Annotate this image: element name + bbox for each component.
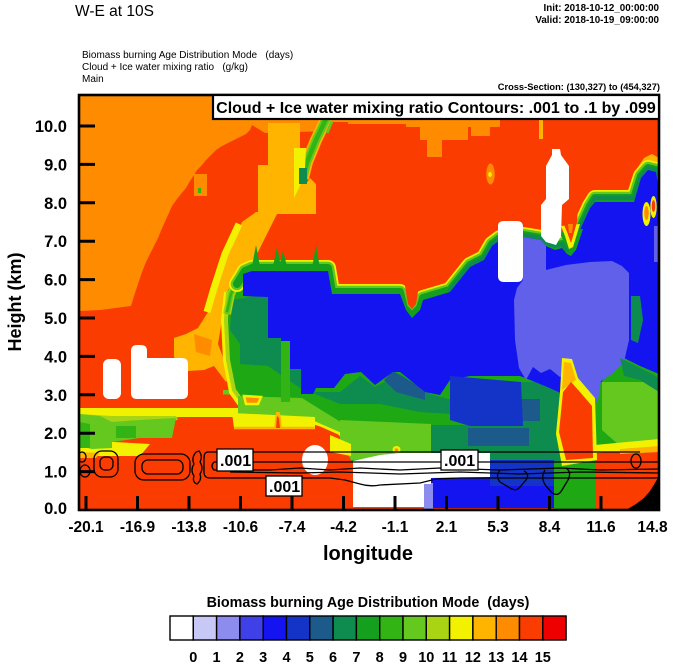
svg-text:8.0: 8.0 xyxy=(44,195,67,213)
svg-text:Cloud + Ice water mixing ratio: Cloud + Ice water mixing ratio Contours:… xyxy=(216,100,656,117)
svg-text:13: 13 xyxy=(488,650,504,666)
svg-text:2.1: 2.1 xyxy=(436,519,458,536)
svg-text:11.6: 11.6 xyxy=(586,519,616,536)
svg-text:11: 11 xyxy=(442,650,457,666)
svg-text:9.0: 9.0 xyxy=(44,156,67,174)
svg-text:-16.9: -16.9 xyxy=(120,519,156,536)
svg-text:3.0: 3.0 xyxy=(44,387,67,405)
svg-text:Main: Main xyxy=(82,74,104,85)
svg-text:0: 0 xyxy=(189,650,197,666)
svg-text:5.0: 5.0 xyxy=(44,310,67,328)
svg-text:5: 5 xyxy=(306,650,314,666)
svg-text:-20.1: -20.1 xyxy=(68,519,104,536)
svg-text:5.3: 5.3 xyxy=(487,519,509,536)
svg-text:Biomass burning Age Distributi: Biomass burning Age Distribution Mode (d… xyxy=(82,50,293,61)
svg-text:6: 6 xyxy=(329,650,337,666)
svg-text:4.0: 4.0 xyxy=(44,348,67,366)
svg-text:0.0: 0.0 xyxy=(44,500,67,518)
svg-text:Biomass burning Age Distributi: Biomass burning Age Distribution Mode (d… xyxy=(207,595,530,611)
svg-text:-10.6: -10.6 xyxy=(223,519,259,536)
svg-text:4: 4 xyxy=(282,650,290,666)
svg-text:-7.4: -7.4 xyxy=(279,519,306,536)
svg-text:-4.2: -4.2 xyxy=(330,519,357,536)
svg-text:2.0: 2.0 xyxy=(44,425,67,443)
svg-text:8.4: 8.4 xyxy=(539,519,561,536)
svg-text:14: 14 xyxy=(511,650,527,666)
svg-text:Cloud + Ice water mixing ratio: Cloud + Ice water mixing ratio (g/kg) xyxy=(82,62,248,73)
svg-text:Height (km): Height (km) xyxy=(5,252,25,351)
svg-text:3: 3 xyxy=(259,650,267,666)
svg-text:1.0: 1.0 xyxy=(44,464,67,482)
svg-text:Valid: 2018-10-19_09:00:00: Valid: 2018-10-19_09:00:00 xyxy=(535,15,659,26)
svg-text:Init: 2018-10-12_00:00:00: Init: 2018-10-12_00:00:00 xyxy=(544,3,660,14)
svg-text:.001: .001 xyxy=(269,479,300,496)
svg-text:7.0: 7.0 xyxy=(44,233,67,251)
svg-text:15: 15 xyxy=(535,650,551,666)
svg-text:1: 1 xyxy=(213,650,221,666)
svg-text:Cross-Section: (130,327) to (4: Cross-Section: (130,327) to (454,327) xyxy=(498,82,660,92)
svg-text:.001: .001 xyxy=(220,453,251,470)
svg-text:8: 8 xyxy=(376,650,384,666)
svg-text:9: 9 xyxy=(399,650,407,666)
svg-text:W-E at 10S: W-E at 10S xyxy=(75,3,154,20)
svg-text:6.0: 6.0 xyxy=(44,272,67,290)
svg-text:.001: .001 xyxy=(444,453,475,470)
svg-text:10.0: 10.0 xyxy=(35,118,67,136)
svg-text:14.8: 14.8 xyxy=(637,519,668,536)
svg-text:12: 12 xyxy=(465,650,481,666)
svg-text:10: 10 xyxy=(418,650,434,666)
svg-text:-1.1: -1.1 xyxy=(382,519,409,536)
svg-text:-13.8: -13.8 xyxy=(171,519,207,536)
svg-text:7: 7 xyxy=(352,650,360,666)
svg-text:longitude: longitude xyxy=(323,543,413,565)
svg-text:2: 2 xyxy=(236,650,244,666)
